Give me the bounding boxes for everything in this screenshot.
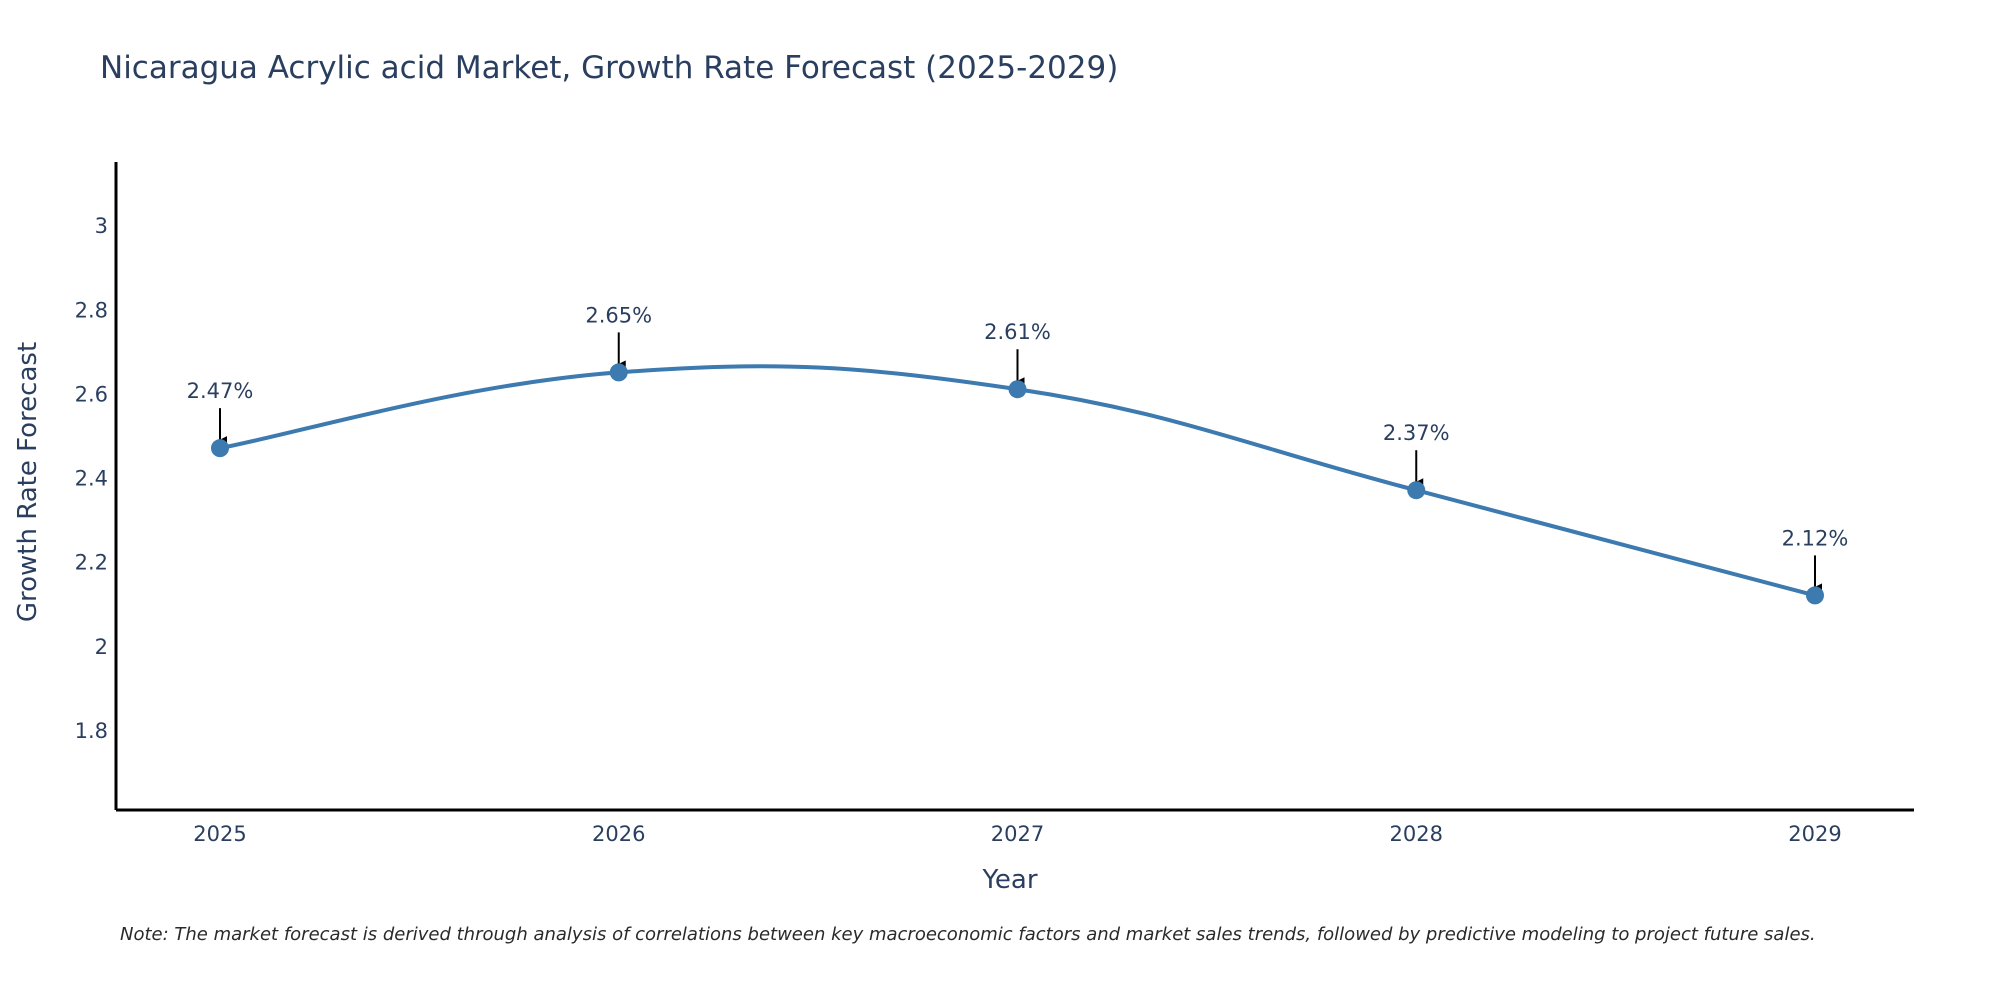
data-point <box>609 363 628 382</box>
series-markers <box>211 363 1824 605</box>
y-tick-label: 2.2 <box>75 551 108 575</box>
series-line <box>219 364 1816 598</box>
y-tick-label: 2.6 <box>75 382 108 406</box>
data-point <box>1407 481 1426 500</box>
x-axis-title: Year <box>981 865 1037 895</box>
x-tick-label: 2025 <box>193 822 246 846</box>
data-label: 2.37% <box>1383 421 1450 445</box>
y-axis-ticks: 1.8 2 2.2 2.4 2.6 2.8 3 <box>75 214 108 743</box>
data-point <box>1008 380 1027 399</box>
data-label: 2.65% <box>585 303 652 327</box>
data-label: 2.47% <box>187 379 254 403</box>
y-tick-label: 2.4 <box>75 467 108 491</box>
y-tick-label: 3 <box>95 214 108 238</box>
x-axis-ticks: 2025 2026 2027 2028 2029 <box>193 822 1841 846</box>
x-tick-label: 2027 <box>991 822 1044 846</box>
x-tick-label: 2026 <box>592 822 645 846</box>
forecast-note: Note: The market forecast is derived thr… <box>120 924 1816 945</box>
y-tick-label: 2 <box>95 635 108 659</box>
data-point <box>1806 586 1824 605</box>
chart-title: Nicaragua Acrylic acid Market, Growth Ra… <box>100 50 1118 86</box>
x-tick-label: 2029 <box>1788 822 1841 846</box>
data-label-annotations: 2.47% 2.65% 2.61% 2.37% 2.12% <box>187 303 1849 592</box>
data-label: 2.12% <box>1782 526 1849 550</box>
y-tick-label: 1.8 <box>75 719 108 743</box>
y-axis-title: Growth Rate Forecast <box>13 342 43 622</box>
y-tick-label: 2.8 <box>75 298 108 322</box>
data-label: 2.61% <box>984 320 1051 344</box>
x-tick-label: 2028 <box>1390 822 1443 846</box>
data-point <box>211 439 229 458</box>
